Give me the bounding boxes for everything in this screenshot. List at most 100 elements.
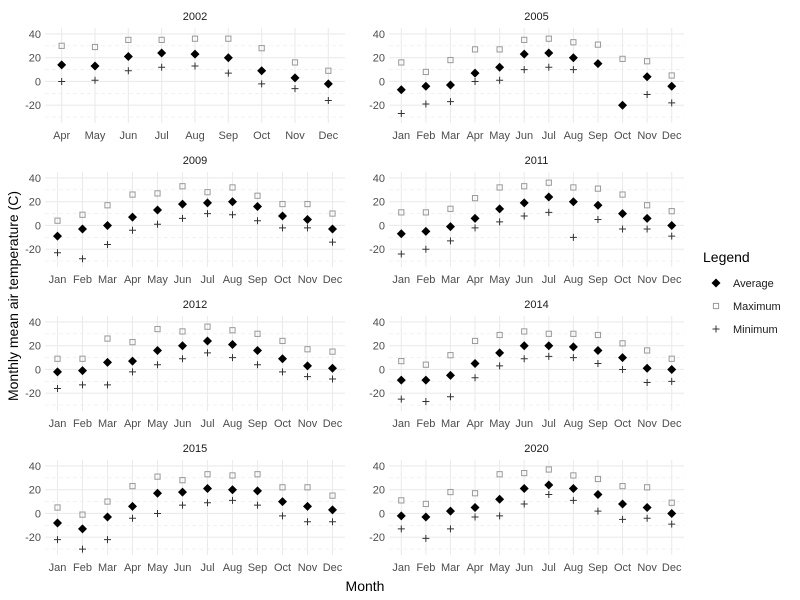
- average-point-mar: [445, 222, 455, 232]
- x-tick-label: Jul: [200, 418, 214, 430]
- maximum-point-apr: [129, 191, 136, 198]
- average-point-nov: [303, 501, 312, 511]
- x-tick-label: Dec: [662, 418, 682, 430]
- maximum-point-mar: [447, 488, 454, 496]
- average-point-jan: [53, 231, 62, 241]
- series-minimum: [397, 208, 676, 258]
- maximum-point-jul: [204, 471, 211, 478]
- average-point-jun: [519, 484, 529, 493]
- minimum-point-jun: [520, 355, 528, 363]
- maximum-point-oct: [258, 45, 265, 52]
- series-maximum: [54, 471, 336, 518]
- legend-title: Legend: [703, 249, 750, 265]
- minimum-point-aug: [191, 62, 199, 70]
- maximum-point-may: [496, 46, 503, 53]
- maximum-point-oct: [619, 483, 626, 490]
- minimum-point-nov: [304, 373, 311, 381]
- maximum-point-oct: [279, 484, 286, 491]
- series-average: [53, 336, 337, 377]
- maximum-point-mar: [104, 498, 111, 505]
- x-tick-label: Dec: [323, 562, 343, 574]
- y-tick-label: -20: [369, 532, 385, 544]
- panel-2014: 2014 -20 0 20 40 Jan Feb Mar Apr May Jun Jul Aug Sep O…: [369, 299, 684, 430]
- minimum-point-mar: [104, 240, 111, 248]
- maximum-point-apr: [58, 42, 65, 49]
- maximum-point-feb: [422, 209, 429, 216]
- maximum-point-nov: [644, 347, 651, 354]
- minimum-point-feb: [79, 545, 86, 553]
- minimum-point-jun: [179, 214, 186, 222]
- x-tick-label: Jan: [49, 274, 67, 286]
- average-point-dec: [328, 224, 337, 234]
- legend-entry-maximum: Maximum: [712, 301, 781, 313]
- y-tick-label: -20: [369, 244, 385, 256]
- maximum-point-jul: [545, 330, 552, 337]
- x-tick-label: Sep: [248, 274, 268, 286]
- maximum-point-dec: [668, 208, 675, 215]
- y-tick-label: 40: [29, 461, 41, 473]
- average-point-sep: [253, 486, 262, 496]
- panel-title: 2014: [524, 299, 548, 311]
- x-tick-label: Oct: [614, 130, 631, 142]
- panel-2015: 2015 -20 0 20 40 Jan Feb Mar Apr May Jun Jul Aug Sep O…: [25, 443, 345, 574]
- series-average: [53, 484, 337, 534]
- panel-title: 2005: [524, 11, 548, 23]
- average-point-dec: [323, 79, 333, 89]
- maximum-point-oct: [279, 337, 286, 345]
- x-tick-label: Aug: [223, 274, 243, 286]
- maximum-point-sep: [254, 330, 261, 337]
- minimum-point-may: [496, 76, 504, 84]
- y-tick-label: -20: [25, 244, 41, 256]
- average-point-may: [153, 488, 162, 498]
- minimum-point-apr: [471, 224, 479, 232]
- maximum-point-feb: [79, 511, 86, 518]
- y-tick-label: 0: [379, 220, 385, 232]
- legend: Legend Average Maximum Minimum: [703, 249, 781, 336]
- series-maximum: [54, 183, 336, 224]
- y-tick-label: 0: [35, 220, 41, 232]
- panel-title: 2012: [183, 299, 207, 311]
- y-tick-label: -20: [25, 532, 41, 544]
- series-minimum: [58, 62, 332, 104]
- minimum-point-oct: [619, 515, 627, 523]
- x-tick-label: Nov: [285, 130, 305, 142]
- minimum-point-may: [91, 76, 99, 84]
- minimum-point-may: [154, 361, 161, 369]
- x-tick-label: Jul: [542, 418, 556, 430]
- minimum-point-nov: [643, 91, 651, 98]
- average-point-jun: [519, 341, 529, 351]
- maximum-point-jun: [179, 477, 186, 484]
- minimum-point-sep: [224, 69, 232, 77]
- x-tick-label: Feb: [73, 562, 92, 574]
- x-tick-label: Jul: [542, 562, 556, 574]
- legend-label: Maximum: [733, 301, 781, 313]
- x-tick-label: Jan: [49, 562, 67, 574]
- x-tick-label: Sep: [219, 130, 239, 142]
- minimum-point-jan: [54, 249, 61, 257]
- x-tick-label: Dec: [662, 274, 682, 286]
- series-maximum: [398, 328, 675, 368]
- y-tick-label: 0: [35, 508, 41, 520]
- maximum-point-sep: [254, 192, 261, 199]
- panel-2009: 2009 -20 0 20 40 Jan Feb Mar Apr May Jun Jul Aug Sep O…: [25, 155, 345, 286]
- maximum-point-jan: [54, 217, 61, 224]
- minimum-point-sep: [594, 216, 602, 223]
- average-point-apr: [470, 213, 480, 223]
- x-axis-title: Month: [346, 578, 385, 594]
- series-minimum: [397, 490, 676, 542]
- x-tick-label: Sep: [248, 562, 268, 574]
- minimum-point-jul: [204, 349, 211, 357]
- average-point-nov: [642, 363, 652, 373]
- average-point-apr: [470, 68, 480, 78]
- average-point-sep: [593, 59, 603, 69]
- series-minimum: [397, 352, 676, 405]
- y-tick-label: 20: [373, 197, 385, 209]
- maximum-point-feb: [79, 211, 86, 218]
- minimum-point-aug: [569, 496, 577, 504]
- minimum-point-jun: [520, 66, 528, 74]
- maximum-point-jul: [545, 35, 552, 42]
- average-point-sep: [593, 489, 603, 499]
- average-point-apr: [128, 501, 137, 511]
- x-tick-label: Aug: [223, 418, 243, 430]
